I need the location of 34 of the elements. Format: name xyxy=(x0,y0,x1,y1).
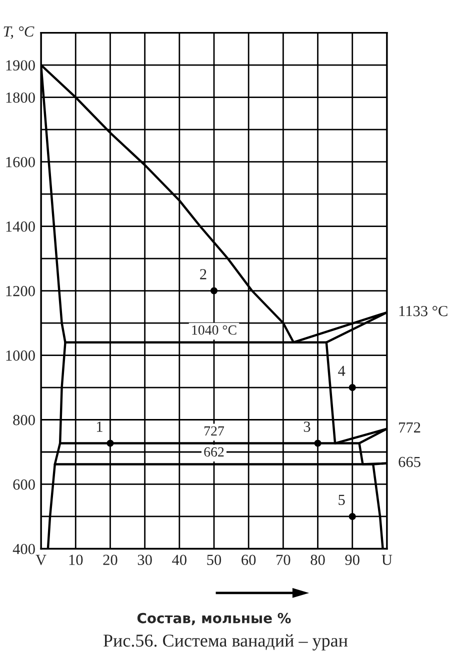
x-tick-label: 80 xyxy=(310,554,325,566)
annotation: 772 xyxy=(399,422,420,432)
annotation: 1133 °C xyxy=(399,306,448,316)
x-tick-label: 20 xyxy=(103,554,118,566)
annotation: 3 xyxy=(304,422,310,432)
y-tick-label: 1000 xyxy=(6,350,35,361)
x-tick-label: 10 xyxy=(69,554,83,566)
annotation: 1040 °C xyxy=(192,325,236,335)
annotation: 2 xyxy=(200,269,206,280)
x-tick-label: 50 xyxy=(207,554,222,566)
y-tick-label: 800 xyxy=(13,414,35,426)
annotation: 5 xyxy=(338,494,345,506)
x-tick-label: U xyxy=(382,554,392,566)
y-tick-label: 1600 xyxy=(6,156,35,168)
y-tick-label: 1900 xyxy=(6,60,35,71)
x-tick-label: 90 xyxy=(345,554,360,566)
annotation: 665 xyxy=(398,456,420,468)
annotation: 1 xyxy=(96,422,102,432)
y-axis-title: T, °C xyxy=(4,26,34,39)
y-tick-label: 1400 xyxy=(6,221,35,232)
text: Рис.56. Система ванадий – уран xyxy=(103,634,348,650)
annotation: 662 xyxy=(204,447,224,457)
annotation: 727 xyxy=(204,426,224,436)
x-tick-label: 60 xyxy=(242,554,256,566)
x-tick-label: 30 xyxy=(138,554,152,566)
x-tick-label: 40 xyxy=(172,554,186,566)
x-tick-label: 70 xyxy=(276,554,290,566)
x-axis-title: Состав, мольные % xyxy=(137,612,291,626)
annotation: 4 xyxy=(338,366,346,376)
y-tick-label: 600 xyxy=(13,479,35,490)
x-tick-label: V xyxy=(36,554,46,566)
y-tick-label: 1200 xyxy=(6,286,35,296)
y-tick-label: 1800 xyxy=(6,92,35,103)
y-tick-label: 400 xyxy=(12,544,35,554)
